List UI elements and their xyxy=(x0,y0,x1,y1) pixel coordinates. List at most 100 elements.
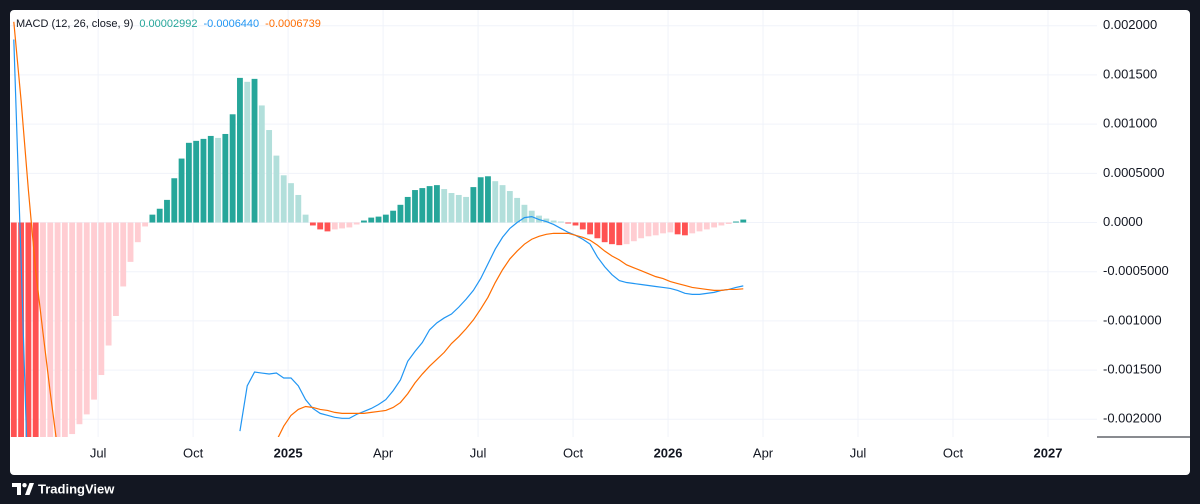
histogram-bar xyxy=(280,175,287,223)
histogram-bar xyxy=(703,222,710,230)
histogram-bar xyxy=(113,222,119,316)
histogram-bar xyxy=(419,188,426,223)
histogram-bar xyxy=(149,214,156,223)
y-tick-label: -0.002000 xyxy=(1103,411,1162,426)
histogram-bar xyxy=(733,221,739,223)
y-tick-label: -0.001000 xyxy=(1103,312,1162,327)
histogram-bar xyxy=(91,222,97,400)
histogram-bar xyxy=(623,222,630,245)
histogram-bar xyxy=(382,214,389,223)
histogram-bar xyxy=(638,222,645,239)
histogram-bar xyxy=(441,189,448,223)
line-series xyxy=(13,21,57,437)
histogram-bar xyxy=(185,142,192,223)
histogram-bar xyxy=(98,222,105,376)
histogram-bar xyxy=(652,222,659,236)
histogram-bar xyxy=(616,222,623,246)
histogram-bar xyxy=(76,222,83,425)
histogram-bar xyxy=(295,194,302,223)
histogram-bar xyxy=(674,222,681,235)
y-tick-label: -0.001500 xyxy=(1103,362,1162,377)
x-tick-label: Oct xyxy=(183,445,204,460)
histogram-bar xyxy=(69,222,76,435)
histogram-bar xyxy=(426,186,433,223)
histogram-bar xyxy=(127,222,134,262)
histogram-bar xyxy=(718,222,725,226)
histogram-bar xyxy=(696,222,703,232)
histogram-bar xyxy=(412,190,418,223)
histogram-bar xyxy=(572,222,579,226)
histogram-bar xyxy=(317,222,324,230)
histogram-bar xyxy=(346,222,353,228)
histogram-bar xyxy=(361,220,367,223)
histogram-bar xyxy=(120,222,127,287)
histogram-bar xyxy=(579,222,586,230)
histogram-bar xyxy=(463,196,469,223)
histogram-bar xyxy=(32,222,39,437)
histogram-bar xyxy=(448,193,455,223)
footer: TradingView xyxy=(12,481,115,496)
x-tick-label: Oct xyxy=(563,445,584,460)
histogram-bar xyxy=(54,222,61,437)
line-series xyxy=(13,39,28,437)
histogram-bar xyxy=(485,176,491,223)
line-series xyxy=(277,232,744,437)
histogram-bar xyxy=(630,222,637,242)
histogram-bar xyxy=(550,220,557,223)
histogram-bar xyxy=(390,210,397,223)
histogram-bar xyxy=(288,183,294,223)
legend-value: -0.0006739 xyxy=(265,18,321,30)
histogram-bar xyxy=(594,222,601,239)
histogram-bar xyxy=(514,197,521,223)
y-tick-label: 0.001000 xyxy=(1103,116,1157,131)
histogram-bar xyxy=(266,130,273,223)
histogram-bar xyxy=(164,199,170,223)
x-tick-label: 2025 xyxy=(274,445,303,460)
y-tick-label: -0.0005000 xyxy=(1103,263,1169,278)
histogram-bar xyxy=(215,137,221,223)
histogram-bar xyxy=(433,185,440,223)
line-series xyxy=(239,215,744,432)
histogram-bar xyxy=(543,218,550,223)
histogram-bar xyxy=(667,222,674,233)
legend-value: -0.0006440 xyxy=(204,18,260,30)
histogram-bar xyxy=(105,222,112,346)
x-tick-label: 2027 xyxy=(1034,445,1063,460)
legend-value: 0.00002992 xyxy=(139,18,197,30)
histogram-bar xyxy=(557,221,564,223)
legend: MACD (12, 26, close, 9) 0.00002992 -0.000… xyxy=(16,18,321,30)
histogram-bar xyxy=(25,222,32,437)
x-tick-label: Jul xyxy=(470,445,487,460)
histogram-bar xyxy=(229,114,236,223)
histogram-bar xyxy=(353,222,360,225)
histogram-bar xyxy=(251,78,258,223)
histogram-bar xyxy=(10,222,17,437)
histogram-bar xyxy=(273,155,280,223)
x-tick-label: 2026 xyxy=(654,445,683,460)
x-tick-label: Jul xyxy=(90,445,107,460)
histogram-bar xyxy=(302,214,309,223)
histogram-bar xyxy=(324,222,331,232)
histogram-bar xyxy=(207,135,214,223)
chart-panel xyxy=(10,10,1190,475)
histogram-bar xyxy=(331,222,338,230)
histogram-bar xyxy=(222,133,229,223)
histogram-bar xyxy=(587,222,594,235)
axes: 0.002000 0.001500 0.001000 0.0005000 0.0000 -… xyxy=(90,17,1169,460)
histogram-bar xyxy=(47,222,54,437)
histogram-bar xyxy=(506,191,513,223)
histogram-bar xyxy=(740,219,747,223)
brand-name: TradingView xyxy=(38,481,115,496)
histogram-bar xyxy=(142,222,149,227)
histogram-bar xyxy=(178,158,185,223)
histogram-bar xyxy=(455,194,462,223)
histogram-bar xyxy=(521,204,528,223)
plot-area xyxy=(10,21,747,437)
histogram-bar xyxy=(193,140,200,223)
histogram-bar xyxy=(309,222,316,226)
histogram-bar xyxy=(83,222,90,415)
histogram-bar xyxy=(711,222,718,228)
histogram-bar xyxy=(61,222,68,437)
histogram-bar xyxy=(492,181,499,223)
